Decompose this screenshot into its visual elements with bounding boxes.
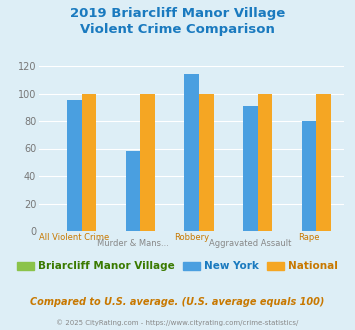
Legend: Briarcliff Manor Village, New York, National: Briarcliff Manor Village, New York, Nati… bbox=[13, 257, 342, 276]
Text: Compared to U.S. average. (U.S. average equals 100): Compared to U.S. average. (U.S. average … bbox=[30, 297, 325, 307]
Text: Robbery: Robbery bbox=[174, 233, 209, 242]
Bar bbox=[302, 121, 316, 231]
Bar bbox=[82, 93, 96, 231]
Bar bbox=[258, 93, 272, 231]
Bar bbox=[67, 100, 82, 231]
Text: © 2025 CityRating.com - https://www.cityrating.com/crime-statistics/: © 2025 CityRating.com - https://www.city… bbox=[56, 319, 299, 326]
Bar bbox=[184, 74, 199, 231]
Bar bbox=[199, 93, 214, 231]
Bar bbox=[126, 151, 140, 231]
Text: All Violent Crime: All Violent Crime bbox=[39, 233, 109, 242]
Text: Rape: Rape bbox=[298, 233, 320, 242]
Bar bbox=[243, 106, 258, 231]
Bar bbox=[140, 93, 155, 231]
Bar bbox=[316, 93, 331, 231]
Text: 2019 Briarcliff Manor Village
Violent Crime Comparison: 2019 Briarcliff Manor Village Violent Cr… bbox=[70, 7, 285, 36]
Text: Aggravated Assault: Aggravated Assault bbox=[209, 239, 291, 248]
Text: Murder & Mans...: Murder & Mans... bbox=[97, 239, 169, 248]
